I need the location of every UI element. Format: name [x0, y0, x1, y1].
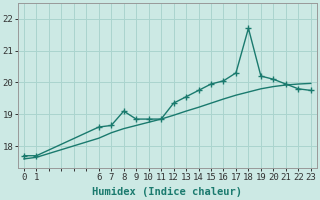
X-axis label: Humidex (Indice chaleur): Humidex (Indice chaleur): [92, 187, 242, 197]
